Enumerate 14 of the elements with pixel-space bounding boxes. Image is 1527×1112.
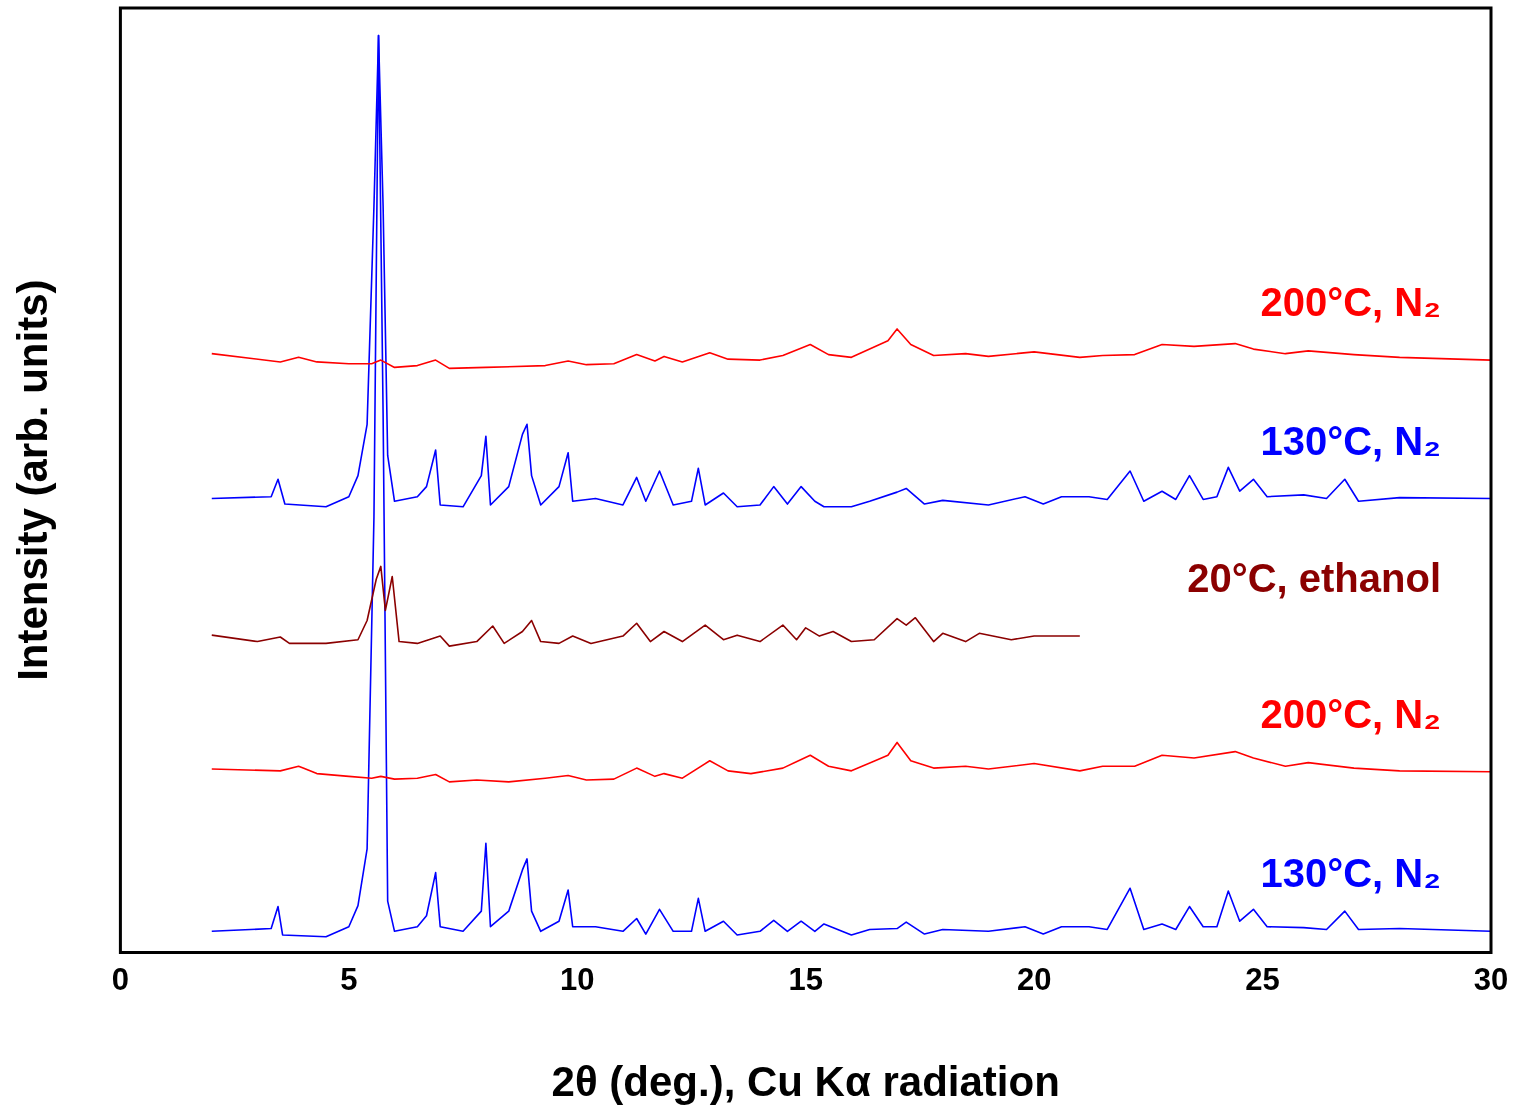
x-tick-label: 10 xyxy=(560,961,595,997)
series-label: 200°C, N₂ xyxy=(1260,691,1441,736)
x-tick-label: 0 xyxy=(111,961,130,997)
y-axis-title: Intensity (arb. units) xyxy=(8,279,56,681)
series-label: 200°C, N₂ xyxy=(1260,280,1441,325)
series-label: 130°C, N₂ xyxy=(1260,418,1441,463)
x-axis-title: 2θ (deg.), Cu Kα radiation xyxy=(551,1058,1060,1106)
text: 20°C, ethanol xyxy=(1187,556,1441,601)
x-tick-label: 5 xyxy=(340,961,358,997)
series-label: 130°C, N₂ xyxy=(1260,851,1441,896)
x-tick-label: 20 xyxy=(1016,961,1052,997)
x-tick-label: 30 xyxy=(1473,961,1509,997)
x-tick-label: 25 xyxy=(1245,961,1280,997)
x-tick-label: 15 xyxy=(788,961,823,997)
